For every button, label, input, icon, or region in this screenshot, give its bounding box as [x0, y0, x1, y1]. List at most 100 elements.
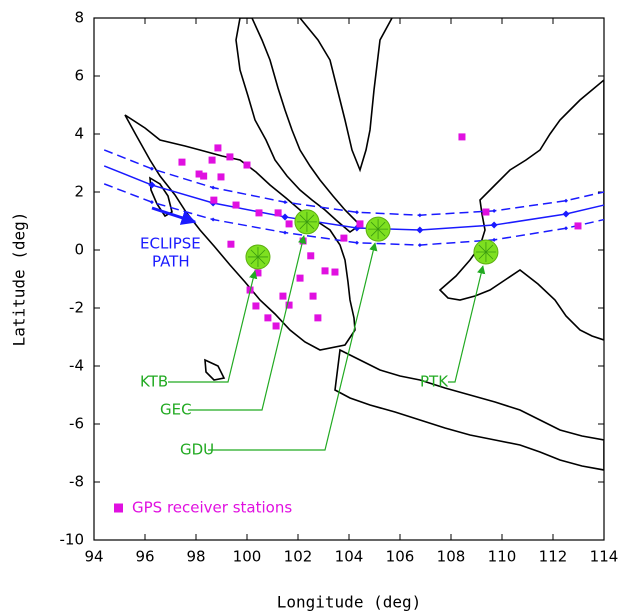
gps-station: [243, 161, 251, 169]
legend-swatch: [114, 503, 123, 513]
gps-station: [321, 267, 329, 275]
eclipse-path-marker: [149, 166, 154, 171]
eclipse-path-marker: [490, 221, 498, 229]
station-pointer: [188, 235, 307, 411]
station-spoke: [370, 221, 386, 237]
station-label: PTK: [420, 373, 449, 391]
gps-station: [200, 172, 208, 180]
eclipse-direction-arrow: [151, 206, 197, 225]
malay-peninsula: [235, 18, 362, 234]
station-label: KTB: [140, 373, 168, 391]
x-tick-label: 96: [135, 548, 154, 566]
eclipse-path-marker: [281, 213, 289, 221]
eclipse-path-marker: [492, 237, 497, 242]
gps-station: [178, 158, 186, 166]
eclipse-path-marker: [211, 185, 216, 190]
eclipse-path-marker: [354, 240, 359, 245]
station-spoke: [299, 214, 315, 230]
gps-station: [285, 301, 293, 309]
x-axis-label: Longitude (deg): [277, 593, 422, 612]
gps-station: [331, 268, 339, 276]
x-tick-label: 114: [590, 548, 619, 566]
gps-station: [214, 144, 222, 152]
eclipse-path-marker: [282, 230, 287, 235]
y-tick-label: 8: [74, 9, 84, 27]
eclipse-path-marker: [416, 226, 424, 234]
gps-station: [226, 153, 234, 161]
x-tick-label: 112: [539, 548, 568, 566]
annotation: PATH: [152, 253, 190, 271]
gps-station: [296, 274, 304, 282]
gps-station: [307, 252, 315, 260]
annotation: ECLIPSE: [140, 235, 201, 253]
x-tick-label: 94: [84, 548, 103, 566]
eclipse-path-marker: [417, 213, 422, 218]
gps-station: [356, 220, 364, 228]
java: [334, 348, 604, 471]
gps-station: [458, 133, 466, 141]
y-tick-label: -10: [60, 531, 85, 549]
gps-station: [252, 302, 260, 310]
x-tick-label: 110: [488, 548, 517, 566]
station-label: GDU: [180, 441, 214, 459]
x-tick-label: 98: [186, 548, 205, 566]
plot-frame: [93, 17, 605, 541]
station-pointer: [168, 270, 258, 383]
y-tick-label: -8: [69, 473, 84, 491]
gps-station: [208, 156, 216, 164]
y-tick-label: 4: [74, 125, 84, 143]
gps-station: [314, 314, 322, 322]
eclipse-path-marker: [211, 217, 216, 222]
gps-station: [274, 209, 282, 217]
eclipse-path-marker: [148, 181, 156, 189]
gps-station: [309, 292, 317, 300]
gps-station: [195, 170, 203, 178]
borneo: [438, 78, 604, 341]
station-label: GEC: [160, 401, 192, 419]
gps-station: [574, 222, 582, 230]
gps-station: [254, 269, 262, 277]
x-tick-label: 102: [284, 548, 313, 566]
eclipse-path-line: [103, 165, 605, 231]
gps-station: [217, 173, 225, 181]
eclipse-path-marker: [354, 210, 359, 215]
station-pointer: [448, 265, 486, 383]
gps-station: [482, 208, 490, 216]
x-tick-label: 108: [437, 548, 466, 566]
gps-station: [272, 322, 280, 330]
eclipse-path-marker: [492, 208, 497, 213]
gps-station: [340, 234, 348, 242]
y-axis-label: Latitude (deg): [10, 212, 29, 347]
gps-station: [232, 201, 240, 209]
eclipse-path-marker: [564, 226, 569, 231]
eclipse-path-marker: [282, 200, 287, 205]
gps-station: [210, 196, 218, 204]
y-tick-label: 2: [74, 183, 84, 201]
eclipse-path-marker: [149, 200, 154, 205]
gps-station: [285, 220, 293, 228]
gps-station: [264, 314, 272, 322]
y-tick-label: -2: [69, 299, 84, 317]
eclipse-path-marker: [417, 243, 422, 248]
mainland: [299, 18, 393, 173]
eclipse-path-marker: [562, 210, 570, 218]
island: [204, 358, 226, 381]
y-tick-label: -6: [69, 415, 84, 433]
eclipse-path-marker: [564, 198, 569, 203]
station-spoke: [250, 249, 266, 265]
station-pointer: [208, 242, 378, 451]
station-spoke: [478, 244, 494, 260]
eclipse-path-line: [103, 149, 605, 216]
y-tick-label: 0: [74, 241, 84, 259]
gps-station: [227, 240, 235, 248]
y-tick-label: -4: [69, 357, 84, 375]
x-tick-label: 100: [233, 548, 262, 566]
x-tick-label: 106: [386, 548, 415, 566]
x-tick-label: 104: [335, 548, 364, 566]
gps-station: [255, 209, 263, 217]
gps-station: [279, 292, 287, 300]
legend-label: GPS receiver stations: [132, 499, 292, 517]
y-tick-label: 6: [74, 67, 84, 85]
